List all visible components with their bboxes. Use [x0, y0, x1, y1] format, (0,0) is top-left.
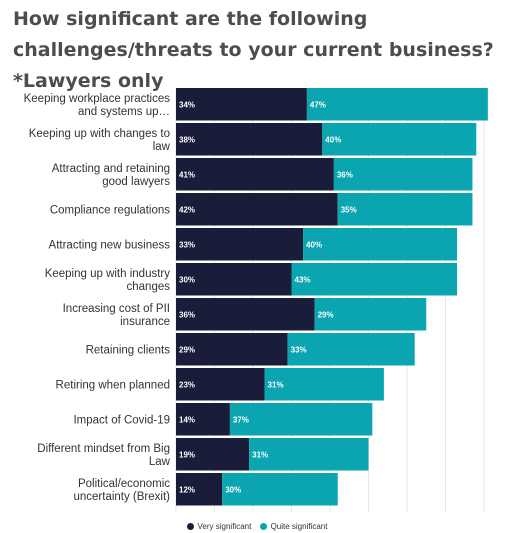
bar-quite-significant	[222, 473, 338, 506]
data-label: 33%	[179, 240, 195, 249]
category-label: Attracting new business	[49, 239, 171, 251]
bar-quite-significant	[306, 88, 488, 121]
category-label: Increasing cost of PII insurance	[63, 303, 170, 328]
data-label: 33%	[291, 345, 307, 354]
category-label: Keeping up with changes to law	[29, 128, 171, 153]
bar-very-significant	[176, 298, 315, 331]
bar-quite-significant	[333, 158, 473, 191]
data-label: 40%	[325, 135, 341, 144]
bar-very-significant	[176, 123, 323, 156]
bar-quite-significant	[291, 263, 458, 296]
data-label: 40%	[306, 240, 322, 249]
legend-swatch-quite-significant	[259, 523, 267, 530]
category-label: Retiring when planned	[56, 379, 170, 391]
category-label: Political/economic uncertainty (Brexit)	[73, 478, 170, 503]
data-label: 30%	[225, 485, 241, 494]
bar-very-significant	[176, 333, 288, 366]
data-label: 43%	[295, 275, 311, 284]
bar-very-significant	[176, 193, 338, 226]
data-label: 30%	[179, 275, 195, 284]
bar-very-significant	[176, 438, 250, 471]
legend-item-very-significant[interactable]: Very significant	[186, 521, 252, 532]
bar-very-significant	[176, 158, 334, 191]
category-label: Different mindset from Big Law	[37, 443, 170, 468]
data-label: 38%	[179, 135, 195, 144]
legend-label-very-significant: Very significant	[197, 522, 252, 531]
data-label: 47%	[310, 100, 326, 109]
category-label: Keeping workplace practices and systems u…	[24, 93, 171, 118]
data-label: 34%	[179, 100, 195, 109]
data-label: 29%	[318, 310, 334, 319]
legend-label-quite-significant: Quite significant	[270, 522, 328, 531]
chart-legend: Very significant Quite significant	[0, 521, 514, 533]
data-label: 14%	[179, 415, 195, 424]
bar-quite-significant	[287, 333, 415, 366]
bar-quite-significant	[229, 403, 373, 436]
bar-very-significant	[176, 403, 230, 436]
bar-quite-significant	[337, 193, 473, 226]
legend-item-quite-significant[interactable]: Quite significant	[259, 521, 328, 532]
data-label: 29%	[179, 345, 195, 354]
stacked-bar-chart: 34% 47% Keeping workplace practices and sys…	[24, 88, 488, 512]
data-label: 35%	[341, 205, 357, 214]
bar-very-significant	[176, 368, 265, 401]
data-label: 36%	[337, 170, 353, 179]
bar-quite-significant	[249, 438, 369, 471]
data-label: 42%	[179, 205, 195, 214]
data-label: 36%	[179, 310, 195, 319]
data-label: 41%	[179, 170, 195, 179]
bar-very-significant	[176, 88, 307, 121]
bar-very-significant	[176, 263, 292, 296]
data-label: 37%	[233, 415, 249, 424]
data-label: 23%	[179, 380, 195, 389]
category-label: Retaining clients	[86, 344, 171, 356]
bar-very-significant	[176, 228, 304, 261]
legend-swatch-very-significant	[186, 523, 194, 530]
bar-quite-significant	[303, 228, 458, 261]
bar-quite-significant	[264, 368, 384, 401]
category-label: Keeping up with industry changes	[45, 268, 171, 293]
category-label: Compliance regulations	[50, 204, 170, 216]
data-label: 12%	[179, 485, 195, 494]
data-label: 19%	[179, 450, 195, 459]
bar-quite-significant	[322, 123, 477, 156]
data-label: 31%	[252, 450, 268, 459]
bar-very-significant	[176, 473, 223, 506]
chart-title: How significant are the following challe…	[13, 8, 494, 92]
bar-quite-significant	[314, 298, 427, 331]
data-label: 31%	[268, 380, 284, 389]
category-label: Attracting and retaining good lawyers	[52, 163, 171, 188]
category-label: Impact of Covid-19	[73, 414, 170, 426]
